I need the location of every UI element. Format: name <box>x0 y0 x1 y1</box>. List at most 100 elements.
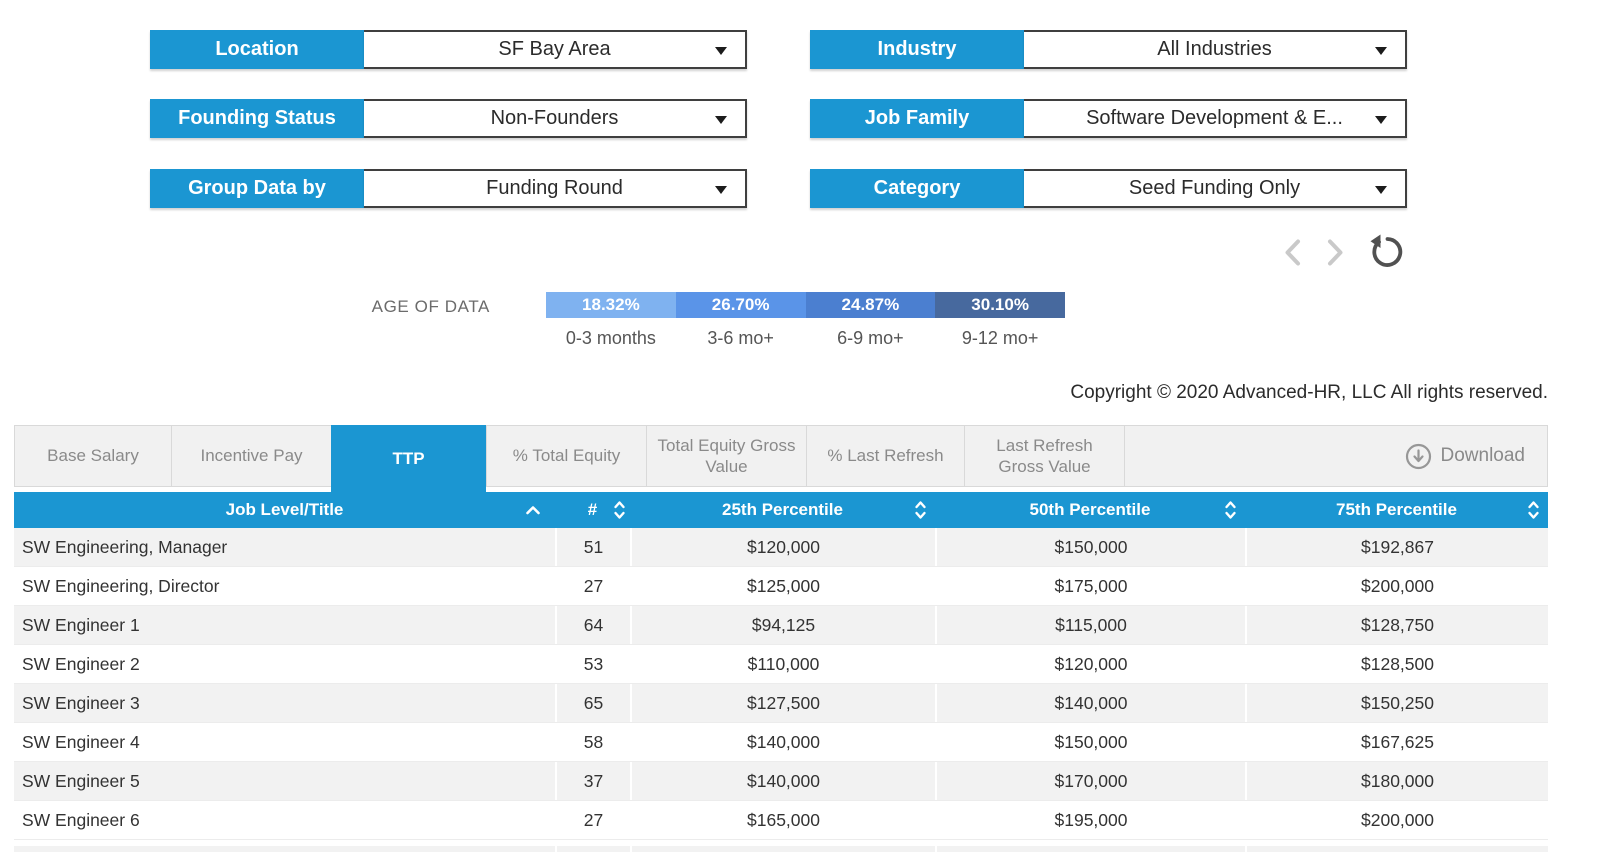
table-row: SW Engineer 4 58 $140,000 $150,000 $167,… <box>14 723 1548 762</box>
tab-incentive-pay[interactable]: Incentive Pay <box>171 425 331 487</box>
column-header-75th-percentile[interactable]: 75th Percentile <box>1245 492 1548 528</box>
filter-group-data-by-value: Funding Round <box>486 177 623 199</box>
pager-controls <box>1240 232 1405 272</box>
column-header-50th-percentile[interactable]: 50th Percentile <box>935 492 1245 528</box>
count-cell: 65 <box>555 684 630 722</box>
sort-ascending-icon <box>525 505 541 516</box>
p75-cell: $200,000 <box>1245 801 1548 839</box>
filter-group-data-by: Group Data by Funding Round <box>150 169 747 208</box>
filter-industry-dropdown[interactable]: All Industries <box>1024 30 1407 69</box>
tab-percent-total-equity[interactable]: % Total Equity <box>486 425 646 487</box>
age-segment-percent: 30.10% <box>971 295 1029 314</box>
column-label: 50th Percentile <box>1029 500 1151 519</box>
compensation-table-card: Base Salary Incentive Pay TTP % Total Eq… <box>14 425 1548 852</box>
download-icon <box>1405 443 1431 469</box>
filter-category-label: Category <box>810 169 1024 208</box>
caret-down-icon <box>715 185 727 194</box>
table-row-clipped <box>14 846 1548 852</box>
p25-cell: $110,000 <box>630 645 935 683</box>
copyright-notice: Copyright © 2020 Advanced-HR, LLC All ri… <box>1070 382 1548 403</box>
age-category-label: 3-6 mo+ <box>707 328 774 348</box>
caret-down-icon <box>1375 185 1387 194</box>
filter-founding-status: Founding Status Non-Founders <box>150 99 747 138</box>
chevron-left-icon <box>1285 239 1300 265</box>
p75-cell: $128,500 <box>1245 645 1548 683</box>
job-title-cell: SW Engineer 3 <box>22 692 140 713</box>
p75-cell: $192,867 <box>1245 528 1548 566</box>
column-label: # <box>587 500 598 519</box>
filter-location-dropdown[interactable]: SF Bay Area <box>364 30 747 69</box>
p50-cell: $140,000 <box>935 684 1245 722</box>
p75-cell: $150,250 <box>1245 684 1548 722</box>
p25-cell: $125,000 <box>630 567 935 605</box>
age-category-label: 9-12 mo+ <box>961 328 1039 348</box>
filter-industry-value: All Industries <box>1157 38 1272 60</box>
column-header-count[interactable]: # <box>555 492 630 528</box>
job-title-cell: SW Engineer 4 <box>22 731 140 752</box>
job-title-cell: SW Engineer 2 <box>22 653 140 674</box>
filter-job-family-value: Software Development & E... <box>1086 107 1343 129</box>
age-of-data-label: AGE OF DATA <box>371 297 490 316</box>
age-segment-9-12: 30.10% <box>935 292 1065 318</box>
filter-location-label: Location <box>150 30 364 69</box>
caret-down-icon <box>1375 46 1387 55</box>
p50-cell: $170,000 <box>935 762 1245 800</box>
age-category-label: 0-3 months <box>565 328 656 348</box>
p25-cell: $165,000 <box>630 801 935 839</box>
sort-both-icon <box>914 500 927 521</box>
job-title-cell: SW Engineer 6 <box>22 809 140 830</box>
column-label: 25th Percentile <box>722 500 843 519</box>
count-cell: 53 <box>555 645 630 683</box>
previous-page-button[interactable] <box>1283 238 1302 267</box>
job-title-cell: SW Engineer 5 <box>22 770 140 791</box>
caret-down-icon <box>715 115 727 124</box>
age-of-data-bar: 18.32% 26.70% 24.87% 30.10% <box>546 292 1065 318</box>
count-cell: 51 <box>555 528 630 566</box>
filter-group-data-by-dropdown[interactable]: Funding Round <box>364 169 747 208</box>
job-title-cell: SW Engineer 1 <box>22 614 140 635</box>
table-row: SW Engineer 6 27 $165,000 $195,000 $200,… <box>14 801 1548 840</box>
table-body: SW Engineering, Manager 51 $120,000 $150… <box>14 528 1548 852</box>
age-segment-percent: 18.32% <box>582 295 640 314</box>
p75-cell: $200,000 <box>1245 567 1548 605</box>
age-of-data-categories: 0-3 months 3-6 mo+ 6-9 mo+ 9-12 mo+ <box>546 328 1065 349</box>
tab-base-salary[interactable]: Base Salary <box>14 425 171 487</box>
table-row: SW Engineer 5 37 $140,000 $170,000 $180,… <box>14 762 1548 801</box>
count-cell: 27 <box>555 567 630 605</box>
download-button[interactable]: Download <box>1399 442 1532 471</box>
filter-category: Category Seed Funding Only <box>810 169 1407 208</box>
p25-cell: $140,000 <box>630 723 935 761</box>
tab-ttp[interactable]: TTP <box>331 425 486 492</box>
sort-both-icon <box>1224 500 1237 521</box>
column-header-25th-percentile[interactable]: 25th Percentile <box>630 492 935 528</box>
refresh-button[interactable] <box>1369 234 1405 270</box>
tab-total-equity-gross-value[interactable]: Total Equity Gross Value <box>646 425 806 487</box>
p75-cell: $167,625 <box>1245 723 1548 761</box>
filter-category-dropdown[interactable]: Seed Funding Only <box>1024 169 1407 208</box>
p50-cell: $175,000 <box>935 567 1245 605</box>
p25-cell: $120,000 <box>630 528 935 566</box>
tab-last-refresh-gross-value[interactable]: Last Refresh Gross Value <box>964 425 1124 487</box>
next-page-button[interactable] <box>1326 238 1345 267</box>
column-label: Job Level/Title <box>225 500 344 519</box>
refresh-icon <box>1370 234 1403 267</box>
p50-cell: $120,000 <box>935 645 1245 683</box>
filter-founding-status-value: Non-Founders <box>490 107 619 129</box>
age-segment-3-6: 26.70% <box>675 292 806 318</box>
sort-both-icon <box>613 500 626 521</box>
column-header-job-level-title[interactable]: Job Level/Title <box>14 492 555 528</box>
filter-category-value: Seed Funding Only <box>1128 177 1301 199</box>
table-row: SW Engineering, Manager 51 $120,000 $150… <box>14 528 1548 567</box>
tab-percent-last-refresh[interactable]: % Last Refresh <box>806 425 964 487</box>
filter-job-family-dropdown[interactable]: Software Development & E... <box>1024 99 1407 138</box>
table-row: SW Engineering, Director 27 $125,000 $17… <box>14 567 1548 606</box>
p50-cell: $150,000 <box>935 528 1245 566</box>
chevron-right-icon <box>1328 239 1343 265</box>
p25-cell: $127,500 <box>630 684 935 722</box>
filter-founding-status-dropdown[interactable]: Non-Founders <box>364 99 747 138</box>
age-segment-0-3: 18.32% <box>546 292 676 318</box>
table-row: SW Engineer 1 64 $94,125 $115,000 $128,7… <box>14 606 1548 645</box>
metric-tabbar: Base Salary Incentive Pay TTP % Total Eq… <box>14 425 1548 492</box>
table-row: SW Engineer 3 65 $127,500 $140,000 $150,… <box>14 684 1548 723</box>
